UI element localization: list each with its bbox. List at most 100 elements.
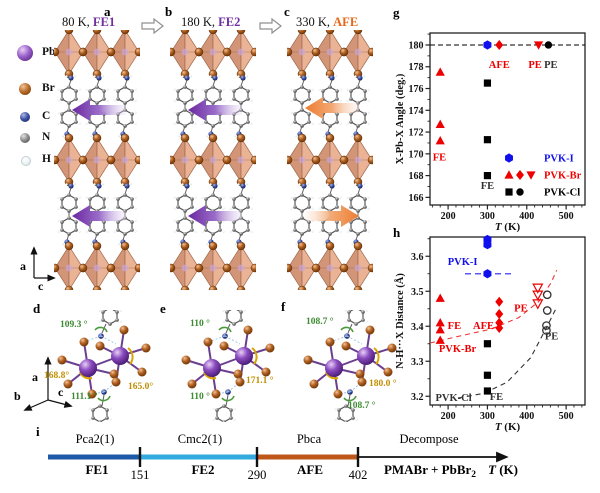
svg-text:3.2: 3.2 <box>411 392 424 403</box>
svg-text:T (K): T (K) <box>495 221 521 233</box>
space-group-decompose: Decompose <box>399 432 458 446</box>
angle-d-right: 165.0° <box>128 382 154 392</box>
svg-text:3.6: 3.6 <box>411 252 424 263</box>
svg-text:200: 200 <box>441 211 456 222</box>
svg-text:170: 170 <box>409 149 424 160</box>
timeline-segment-fe2 <box>140 454 257 460</box>
svg-text:T (K): T (K) <box>495 421 521 433</box>
axis-c-label: c <box>38 279 44 292</box>
svg-text:FE: FE <box>433 153 446 164</box>
svg-text:180: 180 <box>409 40 424 51</box>
panel-letter-f: f <box>281 299 286 314</box>
angle-e-top: 110 ° <box>190 319 210 329</box>
angle-e-bottom: 110 ° <box>190 392 210 402</box>
svg-text:300: 300 <box>480 211 495 222</box>
header-c-temp: 330 K, <box>296 15 331 29</box>
axis-b-label: b <box>14 389 21 403</box>
panel-letter-i: i <box>36 424 40 439</box>
boundary-402: 402 <box>349 468 368 482</box>
svg-text:PVK-Br: PVK-Br <box>439 344 477 355</box>
transition-arrow-icon <box>141 18 164 34</box>
svg-text:500: 500 <box>559 411 574 422</box>
svg-text:176: 176 <box>409 84 424 95</box>
polarization-arrow-right <box>305 205 359 227</box>
panel-letter-g: g <box>393 5 400 20</box>
timeline-segment-afe <box>257 454 358 460</box>
crystal-structure-b <box>170 30 256 290</box>
polarization-arrow-left <box>305 97 359 119</box>
svg-text:FE: FE <box>490 392 503 403</box>
timeline-axis-label: T (K) <box>488 462 518 477</box>
axis-c-label: c <box>58 385 64 399</box>
angle-f-right: 180.0 ° <box>369 379 397 389</box>
phase-fe1-label: FE1 <box>85 462 108 477</box>
axis-triad-abc: a b c <box>14 356 73 411</box>
svg-text:3.4: 3.4 <box>411 322 424 333</box>
n-atom-label: N <box>42 131 51 143</box>
svg-text:PVK-I: PVK-I <box>448 257 478 268</box>
timeline-segment-fe1 <box>48 454 140 460</box>
svg-text:PE: PE <box>544 60 557 71</box>
chart-canvas-g: 200 300 400 500 166 168 170 172 174 176 178 180 AFE P… <box>395 32 586 233</box>
svg-text:200: 200 <box>441 411 456 422</box>
panel-letter-b: b <box>165 4 173 19</box>
boundary-290: 290 <box>248 468 267 482</box>
c-atom-label: C <box>42 110 51 122</box>
header-b-phase: FE2 <box>218 15 241 29</box>
svg-text:500: 500 <box>559 211 574 222</box>
h-atom-icon <box>21 156 31 166</box>
angle-f-top: 108.7 ° <box>306 317 334 327</box>
h-atom-label: H <box>42 153 51 165</box>
chart-h: 200 300 400 500 3.2 3.3 3.4 3.5 3.6 PVK-I FE AFE PE P… <box>392 230 598 439</box>
svg-text:3.5: 3.5 <box>411 287 424 298</box>
pb-atom-icon <box>17 45 33 61</box>
space-group-fe2: Cmc2(1) <box>178 432 222 446</box>
svg-text:AFE: AFE <box>489 60 510 71</box>
svg-text:168: 168 <box>409 171 424 182</box>
header-panel-a: 80 K, FE1 <box>62 15 115 30</box>
svg-text:PVK-I: PVK-I <box>544 154 574 165</box>
boundary-151: 151 <box>131 468 150 482</box>
angle-d-top: 109.3 ° <box>60 320 88 330</box>
svg-text:174: 174 <box>409 106 424 117</box>
svg-text:X-Pb-X Angle (deg.): X-Pb-X Angle (deg.) <box>395 73 406 164</box>
header-c-phase: AFE <box>333 15 359 29</box>
crystal-structure-a <box>54 30 140 290</box>
header-panel-b: 180 K, FE2 <box>181 15 240 30</box>
svg-text:PVK-Br: PVK-Br <box>544 171 582 182</box>
svg-text:PVK-Cl: PVK-Cl <box>544 188 580 199</box>
polarization-arrow-left <box>188 99 242 121</box>
svg-text:PE: PE <box>528 60 541 71</box>
transition-arrow-icon <box>259 18 282 34</box>
svg-text:178: 178 <box>409 62 424 73</box>
svg-text:FE: FE <box>481 181 494 192</box>
svg-text:PE: PE <box>545 332 558 343</box>
svg-text:FE: FE <box>448 321 461 332</box>
header-b-temp: 180 K, <box>181 15 216 29</box>
chart-g: 200 300 400 500 166 168 170 172 174 176 178 180 AFE P… <box>392 8 598 239</box>
space-group-fe1: Pca2(1) <box>76 432 115 446</box>
panel-letter-c: c <box>284 4 290 19</box>
angle-f-bottom: 108.7 ° <box>348 401 376 411</box>
space-group-afe: Pbca <box>297 432 322 446</box>
pb-atom-label: Pb <box>42 46 56 58</box>
svg-text:PE: PE <box>514 304 527 315</box>
axis-a-label: a <box>32 370 38 384</box>
crystal-structure-c <box>287 30 373 290</box>
br-atom-icon <box>19 83 31 95</box>
phase-timeline: Pca2(1) Cmc2(1) Pbca Decompose FE1 FE2 A… <box>48 432 518 482</box>
header-panel-c: 330 K, AFE <box>296 15 358 30</box>
angle-e-right: 171.1 ° <box>246 376 274 386</box>
panel-letter-h: h <box>393 225 401 240</box>
angle-d-bottom: 111.1 ° <box>71 392 98 402</box>
panel-letter-d: d <box>33 301 41 316</box>
c-atom-icon <box>20 112 30 122</box>
polarization-arrow-left <box>72 205 126 227</box>
angle-d-left: 168.8° <box>44 371 70 381</box>
svg-text:400: 400 <box>519 411 534 422</box>
chart-canvas-h: 200 300 400 500 3.2 3.3 3.4 3.5 3.6 PVK-I FE AFE PE P… <box>394 234 586 433</box>
svg-text:AFE: AFE <box>473 321 494 332</box>
polarization-arrow-left <box>188 205 242 227</box>
svg-text:166: 166 <box>409 193 424 204</box>
